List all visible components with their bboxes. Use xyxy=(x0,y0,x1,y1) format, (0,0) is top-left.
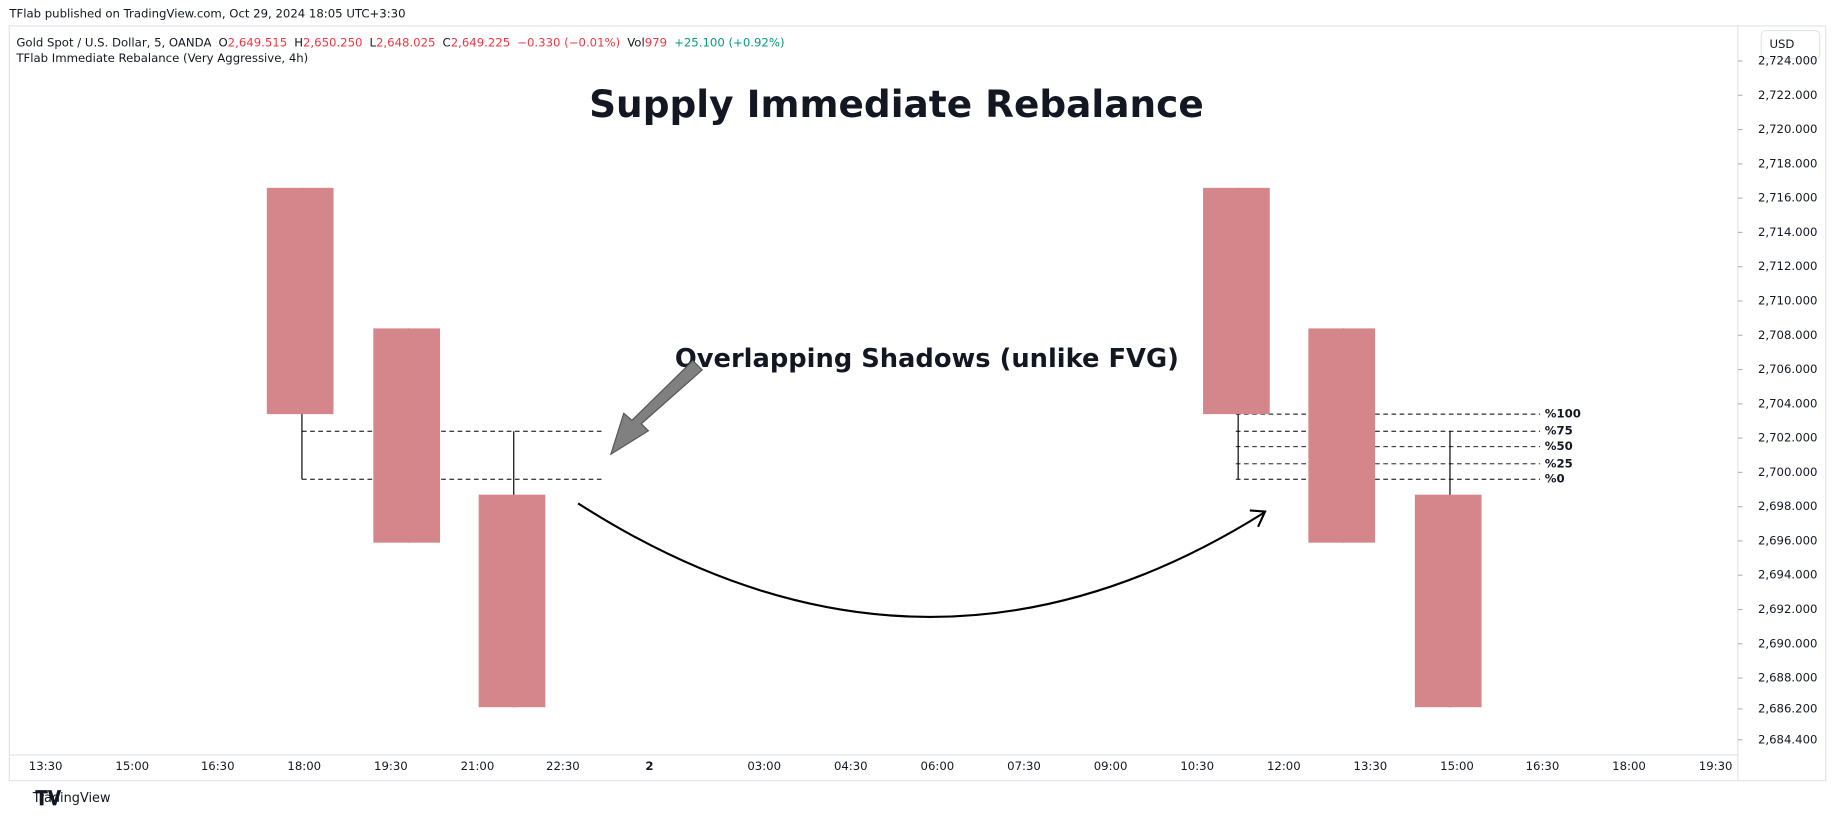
vol-change: +25.100 (+0.92%) xyxy=(674,35,784,49)
y-tick-label: 2,686.200 xyxy=(1758,701,1817,715)
x-tick-label: 16:30 xyxy=(201,759,235,773)
x-tick-label: 07:30 xyxy=(1007,759,1041,773)
logo: 𝐓𝐕 xyxy=(35,787,62,810)
x-tick-label: 18:00 xyxy=(287,759,321,773)
symbol-line: Gold Spot / U.S. Dollar, 5, OANDA O2,649.… xyxy=(16,35,784,49)
y-tick-label: 2,724.000 xyxy=(1758,54,1817,68)
y-tick-label: 2,702.000 xyxy=(1758,431,1817,445)
y-tick-label: 2,710.000 xyxy=(1758,293,1817,307)
y-tick-label: 2,700.000 xyxy=(1758,465,1817,479)
y-tick-label: 2,712.000 xyxy=(1758,259,1817,273)
level-label: %0 xyxy=(1545,472,1565,486)
x-tick-label: 04:30 xyxy=(834,759,868,773)
y-tick-label: 2,714.000 xyxy=(1758,225,1817,239)
ohlc-key: L xyxy=(369,35,376,49)
y-tick-label: 2,694.000 xyxy=(1758,568,1817,582)
candle-body xyxy=(373,328,441,543)
y-tick-label: 2,716.000 xyxy=(1758,191,1817,205)
y-tick-label: 2,690.000 xyxy=(1758,636,1817,650)
y-tick-label: 2,708.000 xyxy=(1758,328,1817,342)
x-tick-label: 13:30 xyxy=(1354,759,1388,773)
x-tick-label: 12:00 xyxy=(1267,759,1301,773)
ohlc-value: 2,649.515 xyxy=(228,35,287,49)
publisher: TFlab published on TradingView.com, Oct … xyxy=(8,7,405,21)
ohlc-value: 2,649.225 xyxy=(451,35,510,49)
candle-body xyxy=(266,187,334,415)
x-tick-label: 13:30 xyxy=(29,759,63,773)
x-tick-label: 16:30 xyxy=(1526,759,1560,773)
currency[interactable]: USD xyxy=(1769,37,1794,51)
y-tick-label: 2,684.400 xyxy=(1758,732,1817,746)
level-label: %75 xyxy=(1545,424,1573,438)
ohlc-key: C xyxy=(443,35,451,49)
pointer-arrow xyxy=(609,359,704,456)
vol-value: 979 xyxy=(645,35,667,49)
symbol: Gold Spot / U.S. Dollar, 5, OANDA xyxy=(16,35,211,49)
x-tick-label: 19:30 xyxy=(1699,759,1733,773)
x-tick-label: 19:30 xyxy=(374,759,408,773)
candle-body xyxy=(478,494,546,708)
x-tick-label: 15:00 xyxy=(1440,759,1474,773)
indicator-name: TFlab Immediate Rebalance (Very Aggressi… xyxy=(15,51,308,65)
y-tick-label: 2,720.000 xyxy=(1758,122,1817,136)
chart-title: Supply Immediate Rebalance xyxy=(589,82,1204,126)
level-label: %100 xyxy=(1545,407,1581,421)
y-tick-label: 2,698.000 xyxy=(1758,499,1817,513)
y-tick-label: 2,718.000 xyxy=(1758,156,1817,170)
x-tick-label: 2 xyxy=(645,759,653,773)
y-tick-label: 2,706.000 xyxy=(1758,362,1817,376)
candle-body xyxy=(1203,187,1270,415)
vol-key: Vol xyxy=(627,35,645,49)
candle-body xyxy=(1414,494,1482,708)
y-tick-label: 2,688.000 xyxy=(1758,671,1817,685)
footer-brand: TradingView xyxy=(32,791,111,806)
y-tick-label: 2,722.000 xyxy=(1758,88,1817,102)
level-label: %25 xyxy=(1545,456,1573,470)
annotation: Overlapping Shadows (unlike FVG) xyxy=(675,344,1179,374)
candle-body xyxy=(1308,328,1376,543)
x-tick-label: 15:00 xyxy=(115,759,149,773)
curved-arrow xyxy=(577,502,1265,618)
y-tick-label: 2,704.000 xyxy=(1758,396,1817,410)
x-tick-label: 21:00 xyxy=(461,759,495,773)
chart-frame xyxy=(8,25,1827,782)
x-tick-label: 09:00 xyxy=(1094,759,1128,773)
curved-arrow-head xyxy=(1249,509,1267,528)
ohlc-value: 2,648.025 xyxy=(376,35,435,49)
y-tick-label: 2,696.000 xyxy=(1758,533,1817,547)
x-tick-label: 18:00 xyxy=(1612,759,1646,773)
ohlc-value: 2,650.250 xyxy=(303,35,362,49)
x-tick-label: 03:00 xyxy=(747,759,781,773)
ohlc-key: H xyxy=(294,35,303,49)
currency-button[interactable] xyxy=(1760,29,1821,60)
x-tick-label: 10:30 xyxy=(1180,759,1214,773)
y-tick-label: 2,692.000 xyxy=(1758,602,1817,616)
ohlc-key: O xyxy=(218,35,227,49)
change: −0.330 (−0.01%) xyxy=(517,35,620,49)
x-tick-label: 22:30 xyxy=(546,759,580,773)
x-tick-label: 06:00 xyxy=(921,759,955,773)
level-label: %50 xyxy=(1545,439,1573,453)
